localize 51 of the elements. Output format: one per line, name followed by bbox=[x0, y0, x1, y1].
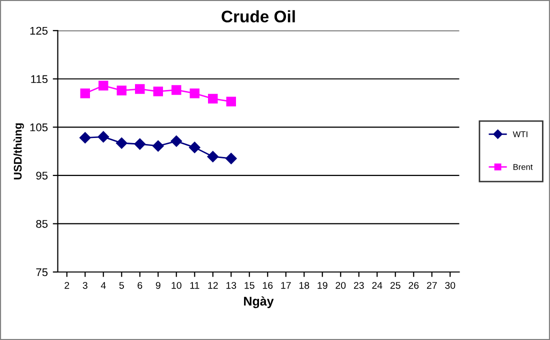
point bbox=[190, 88, 200, 98]
legend-label: Brent bbox=[513, 164, 533, 170]
chart-title: Crude Oil bbox=[222, 10, 295, 22]
y-tick-label: 75 bbox=[36, 268, 48, 276]
point bbox=[208, 94, 218, 104]
point bbox=[226, 96, 236, 106]
x-tick-label: 17 bbox=[281, 282, 291, 289]
x-axis-title: Ngày bbox=[244, 296, 274, 308]
point bbox=[98, 131, 109, 142]
x-tick-label: 13 bbox=[226, 282, 236, 289]
point bbox=[226, 152, 237, 164]
y-tick-label: 85 bbox=[36, 220, 48, 228]
x-tick-label: 27 bbox=[426, 282, 437, 289]
x-tick-label: 24 bbox=[372, 282, 382, 289]
y-tick-label: 115 bbox=[31, 75, 48, 84]
point bbox=[189, 142, 200, 154]
point bbox=[116, 137, 128, 149]
point bbox=[207, 151, 218, 162]
y-tick-label: 125 bbox=[30, 26, 48, 35]
point bbox=[134, 138, 146, 150]
x-tick-label: 5 bbox=[119, 282, 124, 289]
x-tick-label: 9 bbox=[156, 282, 160, 289]
legend-label: WTI bbox=[512, 131, 528, 138]
x-tick-label: 12 bbox=[208, 282, 218, 289]
x-tick-label: 15 bbox=[244, 282, 254, 289]
y-tick-label: 95 bbox=[36, 172, 48, 180]
x-tick-label: 20 bbox=[336, 282, 346, 289]
point bbox=[80, 88, 90, 98]
y-axis-title: USD/thùng bbox=[13, 123, 24, 180]
x-tick-label: 4 bbox=[100, 282, 106, 289]
x-tick-label: 26 bbox=[408, 282, 419, 289]
x-tick-label: 3 bbox=[82, 282, 88, 289]
point bbox=[153, 86, 163, 96]
y-tick-label: 105 bbox=[30, 123, 48, 132]
point bbox=[80, 132, 91, 144]
x-tick-label: 16 bbox=[262, 282, 273, 289]
x-tick-label: 23 bbox=[354, 282, 364, 289]
x-tick-label: 2 bbox=[64, 282, 70, 289]
point bbox=[116, 86, 126, 96]
x-tick-label: 6 bbox=[138, 282, 142, 289]
point bbox=[170, 136, 182, 147]
x-tick-label: 30 bbox=[445, 282, 456, 289]
x-tick-label: 18 bbox=[299, 282, 310, 289]
x-tick-label: 19 bbox=[318, 282, 328, 289]
point bbox=[152, 140, 164, 152]
x-tick-label: 11 bbox=[190, 282, 200, 289]
x-tick-label: 25 bbox=[390, 282, 400, 289]
point bbox=[135, 84, 145, 94]
point bbox=[172, 85, 182, 95]
point bbox=[98, 80, 108, 90]
x-tick-label: 10 bbox=[172, 282, 182, 289]
